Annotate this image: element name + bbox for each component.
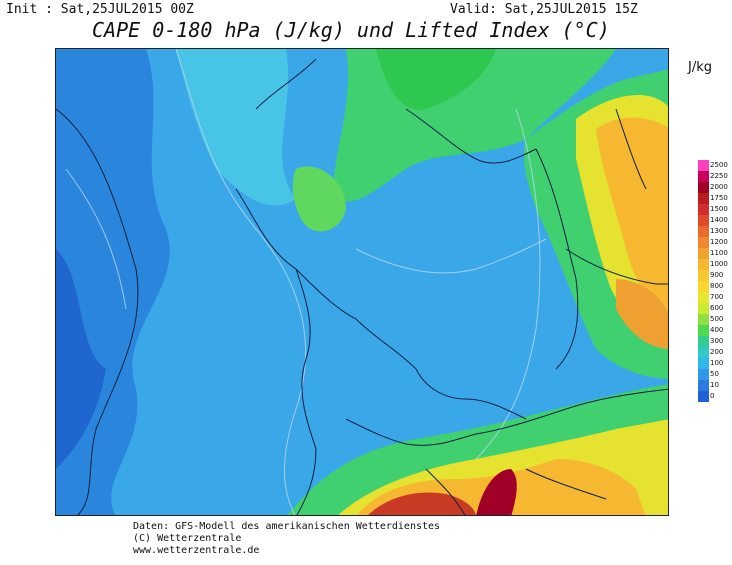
legend-level-label: 400	[710, 326, 724, 334]
legend-level-label: 1000	[710, 260, 728, 268]
legend-level-label: 600	[710, 304, 724, 312]
cape-orange-southeast	[616, 279, 668, 349]
legend-color-swatch	[698, 182, 709, 193]
legend-color-swatch	[698, 303, 709, 314]
legend-level-label: 500	[710, 315, 724, 323]
legend-level-label: 300	[710, 337, 724, 345]
cape-map-svg	[56, 49, 668, 515]
credits-block: Daten: GFS-Modell des amerikanischen Wet…	[133, 521, 440, 557]
map-title: CAPE 0-180 hPa (J/kg) und Lifted Index (…	[92, 18, 610, 42]
cape-orange-east	[596, 117, 668, 318]
legend-color-swatch	[698, 193, 709, 204]
country-borders	[56, 58, 668, 515]
weather-map	[55, 48, 669, 516]
legend-level-label: 50	[710, 370, 719, 378]
legend-color-swatch	[698, 171, 709, 182]
legend-level-label: 1200	[710, 238, 728, 246]
cape-green-coast	[292, 166, 346, 232]
credits-data-source: Daten: GFS-Modell des amerikanischen Wet…	[133, 521, 441, 532]
legend-color-swatch	[698, 380, 709, 391]
legend-level-label: 1300	[710, 227, 728, 235]
legend-color-swatch	[698, 347, 709, 358]
legend-color-swatch	[698, 204, 709, 215]
legend-level-label: 2000	[710, 183, 728, 191]
legend-color-swatch	[698, 336, 709, 347]
valid-time-label: Valid: Sat,25JUL2015 15Z	[450, 2, 638, 17]
cape-red-south-core	[476, 469, 517, 515]
legend-color-swatch	[698, 358, 709, 369]
cape-color-legend: 2500 2250 2000 1750 1500 1400 1300 1200 1100 1000…	[698, 160, 732, 405]
legend-color-swatch	[698, 215, 709, 226]
credits-copyright: (C) Wetterzentrale	[133, 533, 242, 544]
legend-level-label: 100	[710, 359, 724, 367]
cape-red-south-west	[368, 492, 476, 515]
legend-level-label: 0	[710, 392, 715, 400]
cape-green-north-core	[376, 49, 496, 110]
legend-level-label: 10	[710, 381, 719, 389]
init-time-label: Init : Sat,25JUL2015 00Z	[6, 2, 194, 17]
legend-level-label: 1500	[710, 205, 728, 213]
legend-level-label: 1750	[710, 194, 728, 202]
legend-level-label: 800	[710, 282, 724, 290]
legend-color-swatch	[698, 391, 709, 402]
legend-level-label: 2250	[710, 172, 728, 180]
cape-mid-north	[176, 49, 296, 206]
legend-level-label: 700	[710, 293, 724, 301]
legend-color-swatch	[698, 325, 709, 336]
legend-level-label: 900	[710, 271, 724, 279]
legend-color-swatch	[698, 270, 709, 281]
legend-color-swatch	[698, 259, 709, 270]
legend-color-swatch	[698, 248, 709, 259]
legend-level-label: 1100	[710, 249, 728, 257]
legend-color-swatch	[698, 237, 709, 248]
legend-unit-label: J/kg	[688, 60, 712, 75]
legend-color-swatch	[698, 369, 709, 380]
lifted-index-contours	[65, 49, 547, 515]
legend-color-swatch	[698, 314, 709, 325]
legend-level-label: 200	[710, 348, 724, 356]
legend-level-label: 1400	[710, 216, 728, 224]
cape-lowest-west	[56, 249, 106, 469]
credits-website: www.wetterzentrale.de	[133, 545, 260, 556]
legend-color-swatch	[698, 160, 709, 171]
legend-level-label: 2500	[710, 161, 728, 169]
legend-color-swatch	[698, 226, 709, 237]
legend-color-swatch	[698, 292, 709, 303]
legend-color-swatch	[698, 281, 709, 292]
